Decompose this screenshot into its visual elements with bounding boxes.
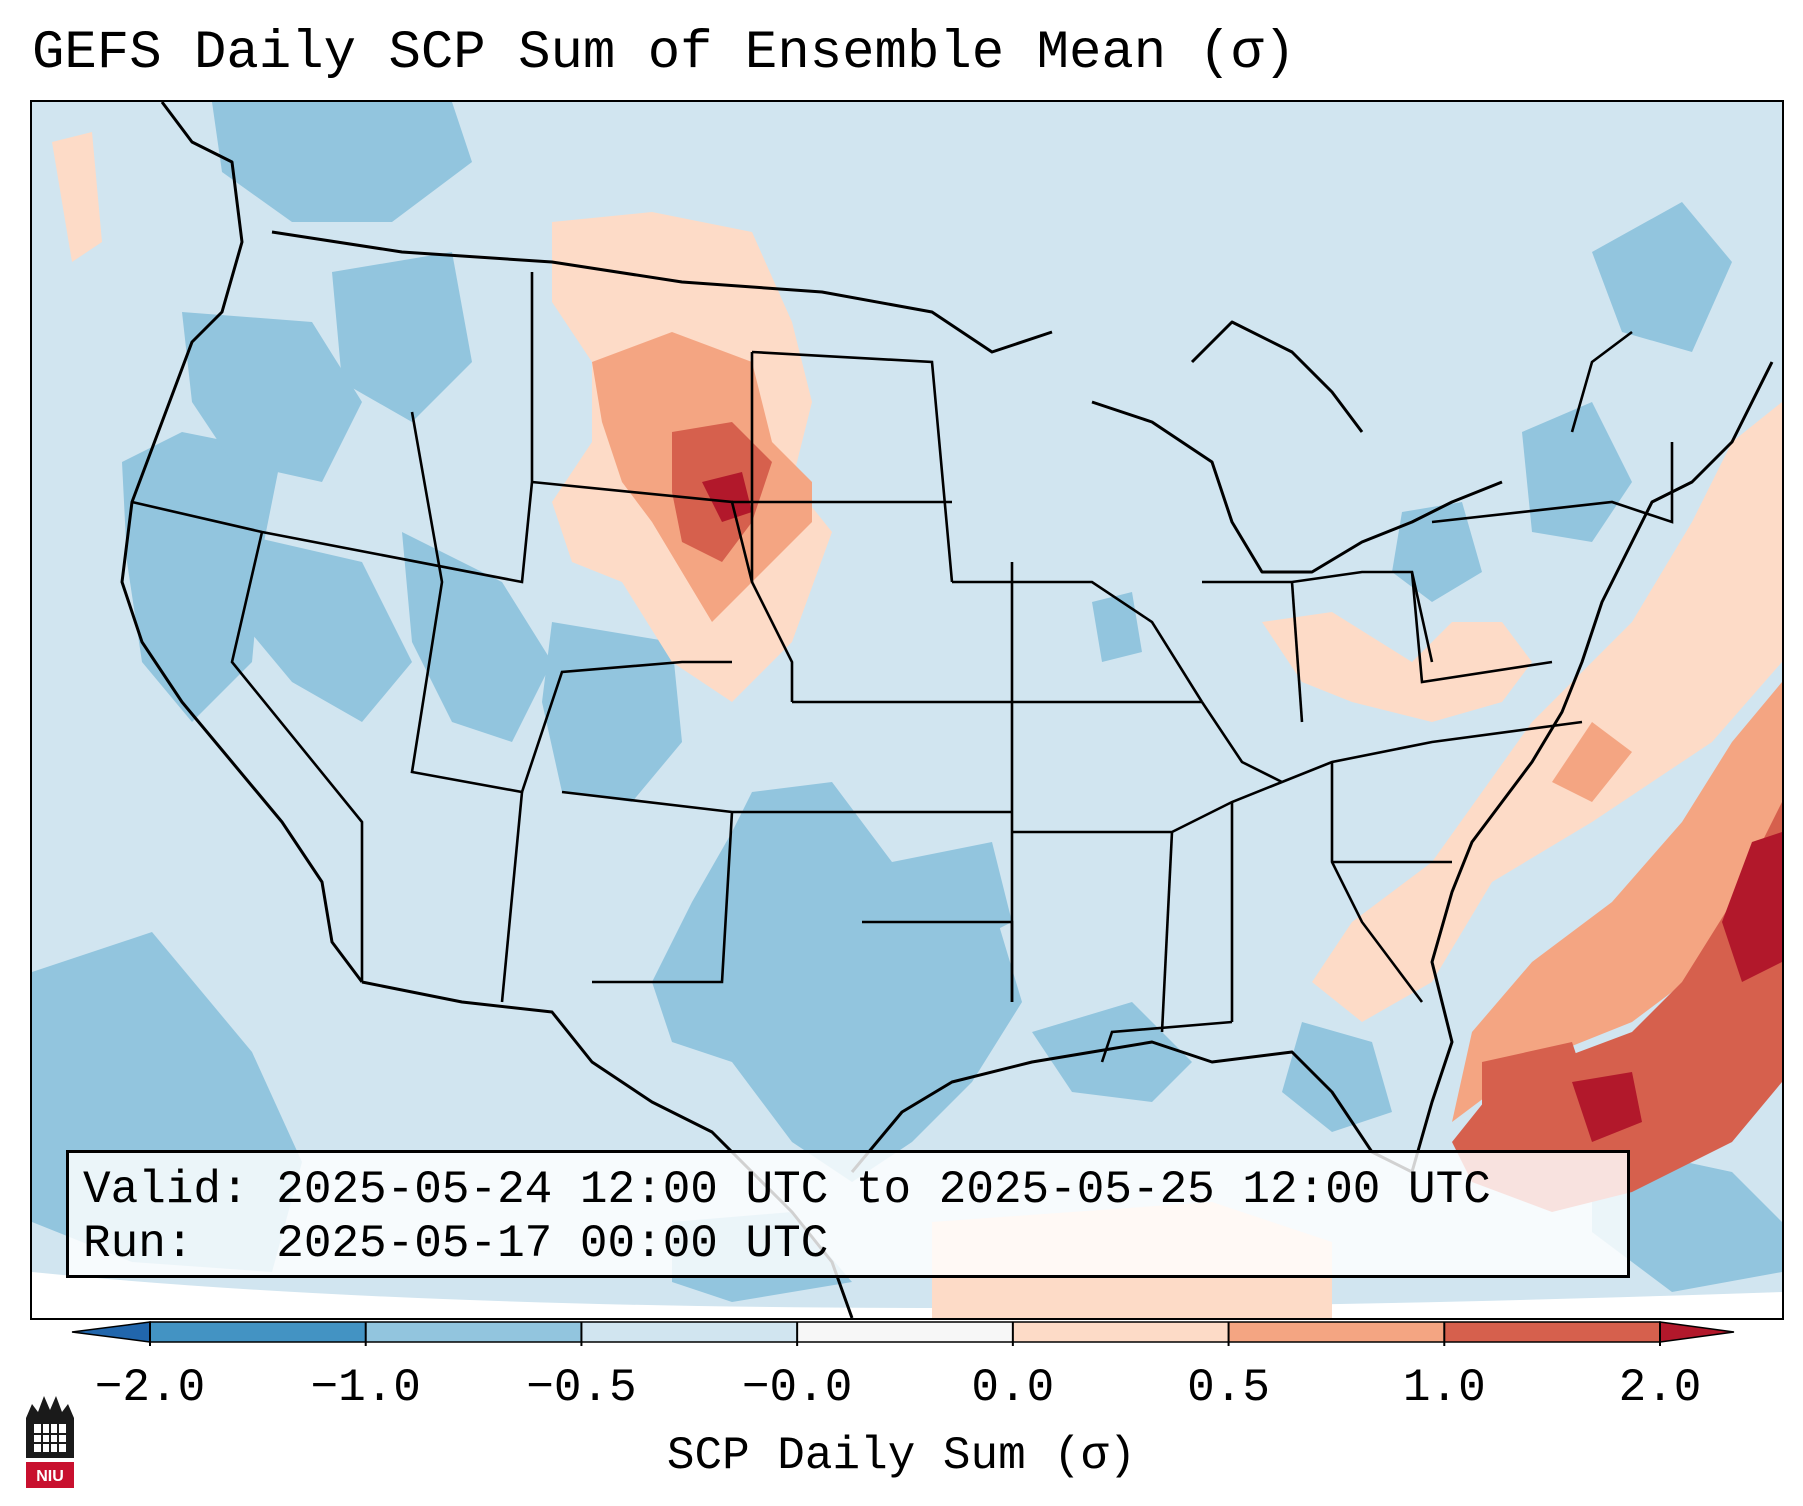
negative-anomaly-patches bbox=[32, 102, 1782, 1302]
map-panel bbox=[30, 100, 1784, 1320]
valid-run-info-box: Valid: 2025-05-24 12:00 UTC to 2025-05-2… bbox=[66, 1150, 1630, 1278]
coastline-and-borders bbox=[120, 102, 1774, 1318]
valid-time-text: Valid: 2025-05-24 12:00 UTC to 2025-05-2… bbox=[83, 1164, 1491, 1216]
projection-edge bbox=[32, 1272, 1782, 1318]
state-boundaries bbox=[131, 272, 1674, 1063]
colorbar-tick-label-0: −2.0 bbox=[94, 1362, 206, 1414]
colorbar-tick-label-7: 2.0 bbox=[1618, 1362, 1702, 1414]
canada-border bbox=[271, 230, 1053, 354]
colorbar-segments bbox=[149, 1321, 1661, 1343]
lake-superior-outline bbox=[1190, 320, 1364, 433]
colorbar-tick-label-5: 0.5 bbox=[1187, 1362, 1270, 1414]
colorbar-segment-4 bbox=[1012, 1322, 1229, 1342]
colorbar-tick-label-3: −0.0 bbox=[741, 1362, 853, 1414]
colorbar-extend-high bbox=[1659, 1321, 1735, 1343]
map-svg bbox=[32, 102, 1782, 1318]
colorbar-tick-label-4: 0.0 bbox=[971, 1362, 1055, 1414]
colorbar bbox=[71, 1321, 1735, 1346]
colorbar-extend-low bbox=[71, 1321, 151, 1343]
positive-extreme-patches bbox=[702, 472, 1782, 1142]
colorbar-tick-label-2: −0.5 bbox=[526, 1362, 637, 1414]
colorbar-segment-1 bbox=[365, 1322, 582, 1342]
colorbar-segment-5 bbox=[1228, 1322, 1445, 1342]
colorbar-ticks bbox=[149, 1322, 1661, 1346]
chart-title: GEFS Daily SCP Sum of Ensemble Mean (σ) bbox=[32, 23, 1296, 84]
colorbar-tick-label-6: 1.0 bbox=[1402, 1362, 1486, 1414]
colorbar-segment-0 bbox=[150, 1322, 366, 1342]
colorbar-segment-3 bbox=[797, 1322, 1013, 1342]
niu-logo-icon: NIU bbox=[26, 1396, 74, 1488]
colorbar-label: SCP Daily Sum (σ) bbox=[666, 1430, 1137, 1482]
colorbar-tick-label-1: −1.0 bbox=[310, 1362, 421, 1414]
great-lakes-outline bbox=[1091, 400, 1503, 574]
pacific-coast bbox=[120, 102, 364, 983]
colorbar-segment-6 bbox=[1444, 1322, 1660, 1342]
run-time-text: Run: 2025-05-17 00:00 UTC bbox=[83, 1218, 829, 1270]
logo-text: NIU bbox=[36, 1468, 64, 1485]
gulf-atlantic-coast bbox=[850, 361, 1774, 1174]
colorbar-segment-2 bbox=[581, 1322, 798, 1342]
